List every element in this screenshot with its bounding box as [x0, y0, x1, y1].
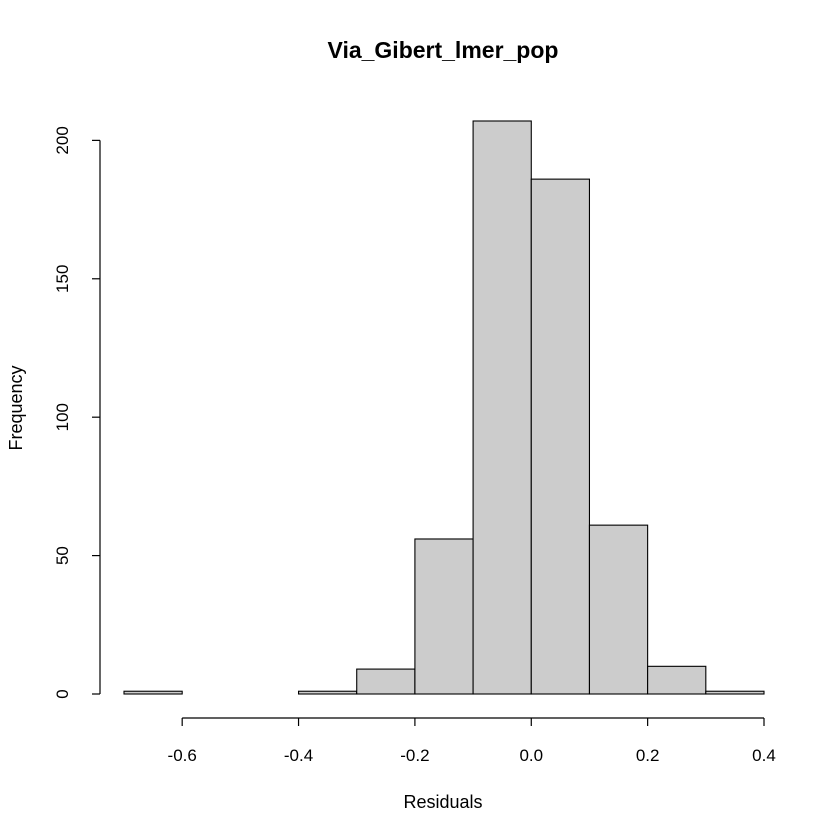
y-tick-label: 150	[53, 265, 72, 293]
x-tick-label: -0.4	[284, 746, 313, 765]
y-tick-label: 50	[53, 546, 72, 565]
x-axis-label: Residuals	[403, 792, 482, 812]
y-axis-label: Frequency	[6, 365, 26, 450]
histogram-bar	[705, 690, 765, 695]
x-tick-label: -0.2	[400, 746, 429, 765]
histogram-bar	[647, 665, 707, 695]
x-tick-label: 0.2	[636, 746, 660, 765]
x-tick-label: 0.0	[519, 746, 543, 765]
x-tick-label: -0.6	[168, 746, 197, 765]
histogram-bar	[530, 178, 591, 695]
bars-group	[123, 120, 765, 695]
y-tick-label: 0	[53, 689, 72, 698]
histogram-bar	[472, 120, 532, 695]
y-tick-label: 200	[53, 126, 72, 154]
chart-title: Via_Gibert_lmer_pop	[328, 37, 559, 63]
histogram-bar	[356, 668, 416, 695]
y-axis: 0 50 100 150 200	[53, 126, 101, 699]
x-axis: -0.6 -0.4 -0.2 0.0 0.2 0.4	[168, 717, 776, 765]
histogram-bar	[297, 690, 358, 695]
histogram-bar	[123, 690, 183, 695]
x-tick-label: 0.4	[752, 746, 776, 765]
histogram-bar	[588, 524, 649, 695]
y-tick-label: 100	[53, 403, 72, 431]
histogram-bar	[414, 538, 474, 695]
